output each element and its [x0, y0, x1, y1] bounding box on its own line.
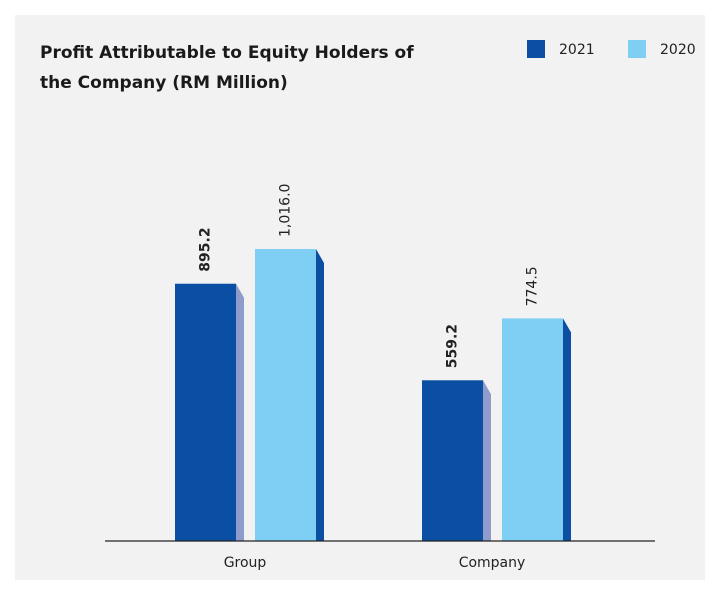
data-label: 774.5	[525, 266, 541, 306]
bar	[255, 249, 316, 541]
bar-side	[563, 318, 571, 541]
bar-side	[483, 380, 491, 541]
data-label: 895.2	[198, 227, 214, 271]
legend-swatch	[527, 40, 545, 58]
x-tick-label: Group	[224, 555, 267, 571]
chart-title: Profit Attributable to Equity Holders of…	[40, 43, 414, 93]
legend-label: 2020	[660, 42, 696, 58]
x-tick-label: Company	[459, 555, 526, 571]
bar	[175, 283, 236, 541]
bar	[502, 318, 563, 541]
data-label: 1,016.0	[278, 184, 294, 237]
legend-label: 2021	[559, 42, 595, 58]
bar-side	[236, 283, 244, 541]
bar-side	[316, 249, 324, 541]
legend-swatch	[628, 40, 646, 58]
chart-panel	[15, 15, 705, 580]
data-label: 559.2	[445, 324, 461, 368]
bar	[422, 380, 483, 541]
